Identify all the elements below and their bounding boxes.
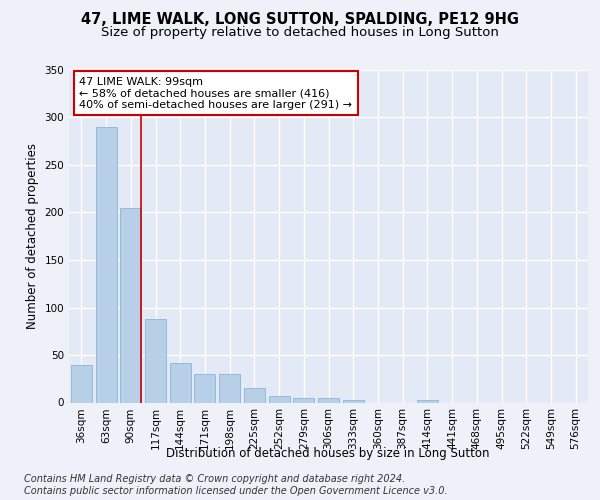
Bar [343, 400, 364, 402]
Bar [244, 388, 265, 402]
Text: Distribution of detached houses by size in Long Sutton: Distribution of detached houses by size … [166, 448, 490, 460]
Text: 47 LIME WALK: 99sqm
← 58% of detached houses are smaller (416)
40% of semi-detac: 47 LIME WALK: 99sqm ← 58% of detached ho… [79, 76, 352, 110]
Bar [318, 398, 339, 402]
Text: Contains public sector information licensed under the Open Government Licence v3: Contains public sector information licen… [24, 486, 448, 496]
Y-axis label: Number of detached properties: Number of detached properties [26, 143, 39, 329]
Bar [417, 400, 438, 402]
Bar [219, 374, 240, 402]
Bar [71, 364, 92, 403]
Bar [170, 362, 191, 403]
Bar [95, 127, 116, 402]
Text: Size of property relative to detached houses in Long Sutton: Size of property relative to detached ho… [101, 26, 499, 39]
Text: Contains HM Land Registry data © Crown copyright and database right 2024.: Contains HM Land Registry data © Crown c… [24, 474, 405, 484]
Bar [120, 208, 141, 402]
Text: 47, LIME WALK, LONG SUTTON, SPALDING, PE12 9HG: 47, LIME WALK, LONG SUTTON, SPALDING, PE… [81, 12, 519, 28]
Bar [145, 319, 166, 402]
Bar [194, 374, 215, 402]
Bar [269, 396, 290, 402]
Bar [293, 398, 314, 402]
